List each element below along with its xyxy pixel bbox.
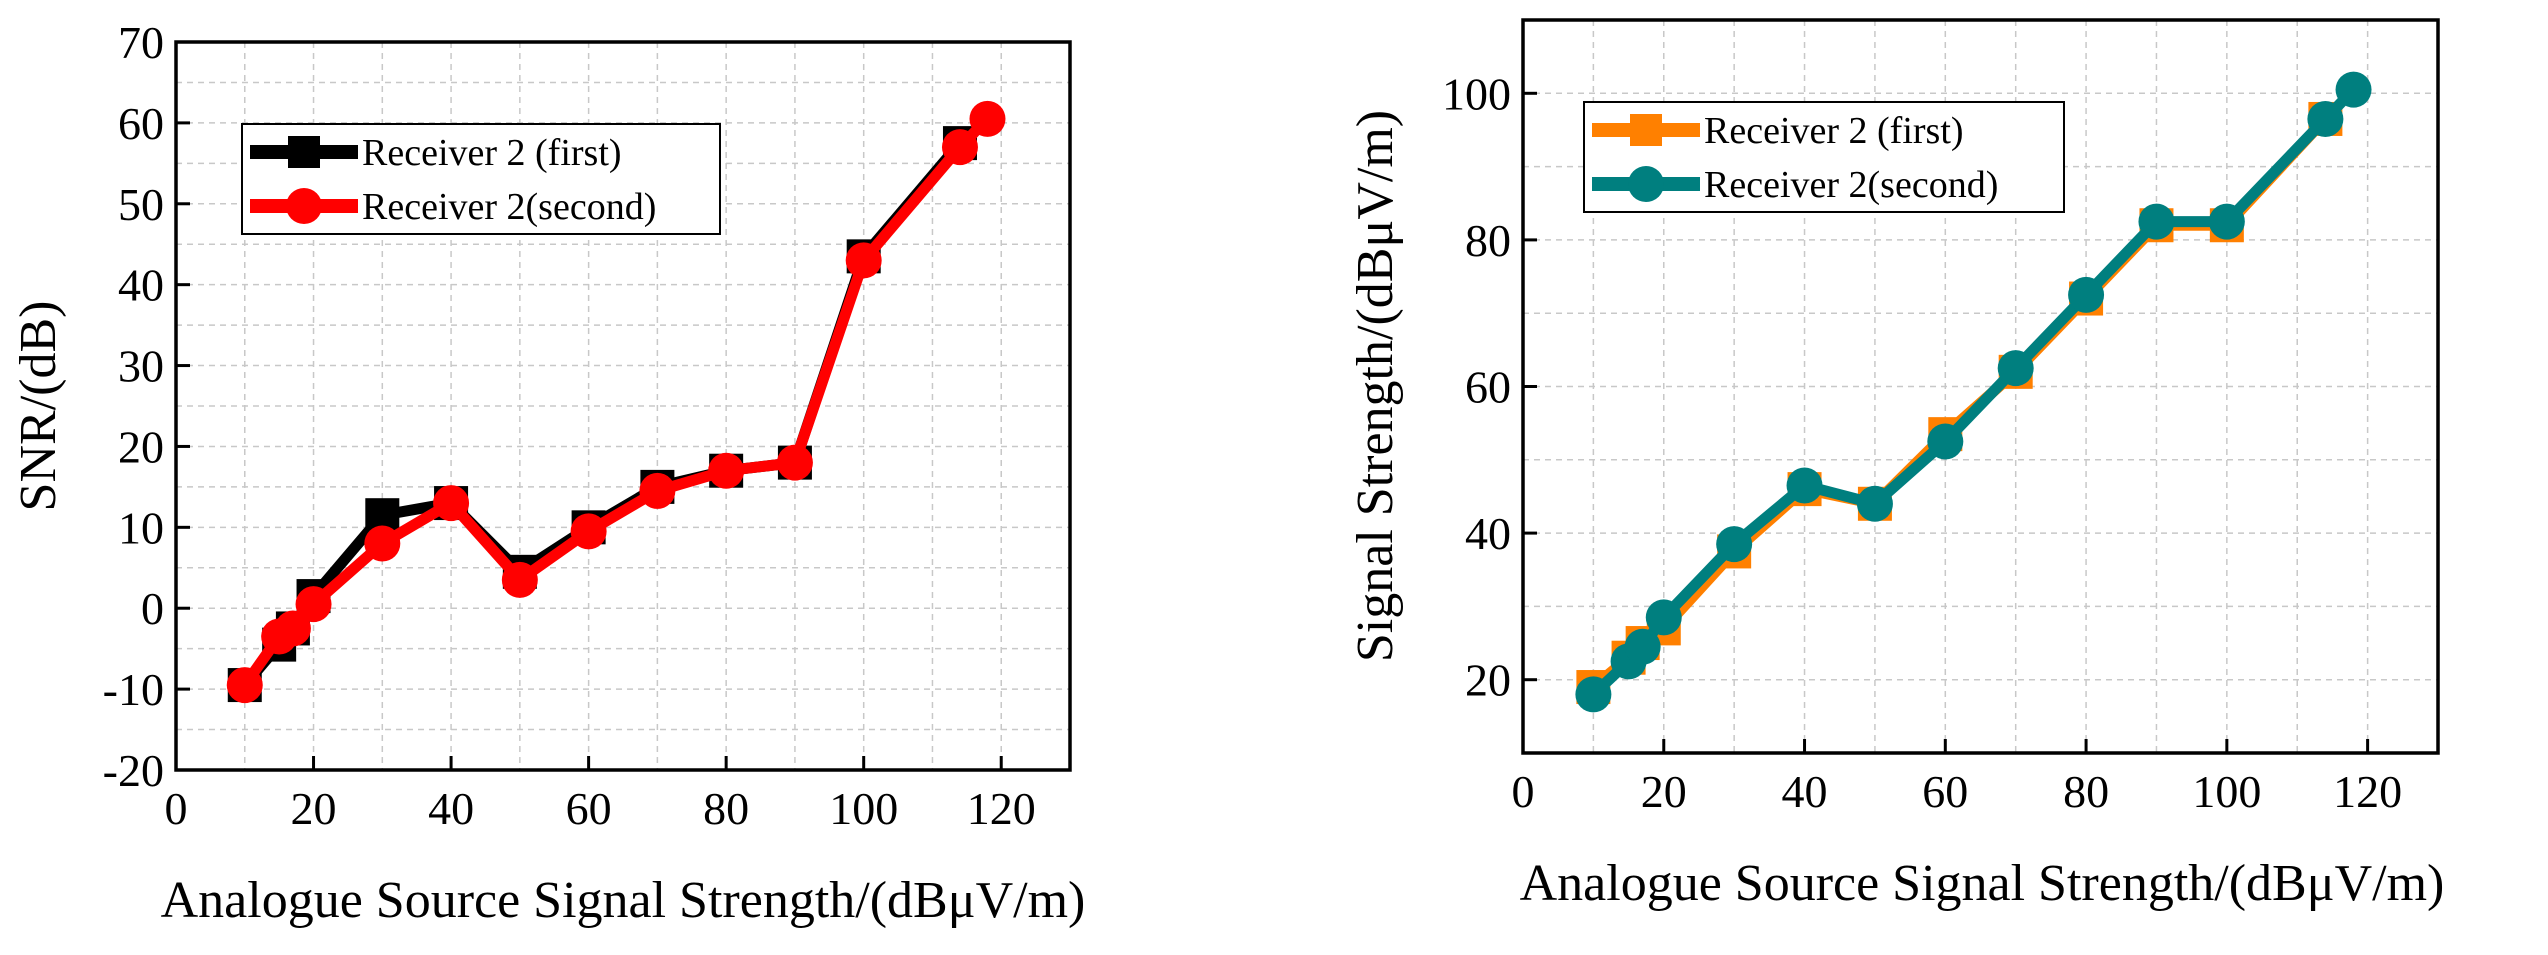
- data-point: [2068, 276, 2105, 313]
- data-point: [2307, 100, 2344, 137]
- y-tick-label: -20: [103, 745, 164, 796]
- series-2: [226, 100, 1006, 704]
- y-tick-label: 40: [118, 260, 164, 311]
- y-tick-label: 10: [118, 502, 164, 553]
- right-y-axis-label: Signal Strength/(dBμV/m): [1347, 110, 1404, 662]
- data-point: [2138, 203, 2175, 240]
- y-tick-label: 60: [1465, 362, 1511, 413]
- data-point: [969, 100, 1006, 137]
- chart-left-snr: 0 20 40 60 80 100 120 -20 -10 0 10 20 30 40 50 60 70 Anal…: [10, 17, 1085, 929]
- x-tick-label: 120: [2333, 766, 2402, 817]
- data-point: [708, 452, 745, 489]
- data-point: [1997, 350, 2034, 387]
- x-tick-label: 100: [829, 783, 898, 834]
- chart-right-signal-strength: 0 20 40 60 80 100 120 20 40 60 80 100 Analogue Sourc…: [1347, 18, 2445, 912]
- data-point: [226, 667, 263, 704]
- y-tick-label: 50: [118, 179, 164, 230]
- x-tick-label: 20: [1641, 766, 1687, 817]
- legend-box: [1583, 101, 2065, 213]
- x-tick-label: 40: [1782, 766, 1828, 817]
- legend-swatch-marker: [1630, 114, 1662, 146]
- legend-swatch-marker: [1628, 166, 1664, 202]
- right-x-axis-label: Analogue Source Signal Strength/(dBμV/m): [1520, 855, 2445, 912]
- legend-label: Receiver 2 (first): [362, 132, 622, 174]
- data-point: [776, 444, 813, 481]
- x-tick-label: 60: [566, 783, 612, 834]
- y-tick-label: 0: [141, 583, 164, 634]
- legend-box: [241, 123, 721, 235]
- legend-label: Receiver 2(second): [362, 186, 656, 228]
- data-point: [941, 129, 978, 166]
- y-tick-label: 20: [118, 421, 164, 472]
- data-point: [364, 525, 401, 562]
- left-legend: Receiver 2 (first) Receiver 2(second): [241, 123, 721, 235]
- x-tick-label: 20: [291, 783, 337, 834]
- x-tick-label: 0: [1512, 766, 1535, 817]
- y-tick-label: 60: [118, 98, 164, 149]
- data-point: [845, 242, 882, 279]
- x-tick-label: 40: [428, 783, 474, 834]
- left-plot-frame: [174, 40, 1072, 772]
- data-point: [639, 472, 676, 509]
- data-point: [1786, 467, 1823, 504]
- x-tick-label: 0: [165, 783, 188, 834]
- data-point: [2208, 203, 2245, 240]
- data-point: [274, 610, 311, 647]
- legend-swatch-marker: [286, 188, 322, 224]
- x-tick-label: 100: [2192, 766, 2261, 817]
- y-tick-label: 40: [1465, 508, 1511, 559]
- right-legend: Receiver 2 (first) Receiver 2(second): [1583, 101, 2065, 213]
- legend-swatch-marker: [288, 136, 320, 168]
- left-x-axis-label: Analogue Source Signal Strength/(dBμV/m): [161, 872, 1086, 929]
- data-point: [295, 586, 332, 623]
- series-2: [1575, 71, 2372, 713]
- y-tick-label: -10: [103, 664, 164, 715]
- data-point: [1716, 526, 1753, 563]
- data-point: [1927, 423, 1964, 460]
- legend-label: Receiver 2(second): [1704, 164, 1998, 206]
- data-point: [1575, 676, 1612, 713]
- data-point: [501, 561, 538, 598]
- y-tick-label: 80: [1465, 215, 1511, 266]
- legend-label: Receiver 2 (first): [1704, 110, 1964, 152]
- x-tick-label: 60: [1922, 766, 1968, 817]
- data-point: [570, 513, 607, 550]
- y-tick-label: 70: [118, 17, 164, 68]
- data-point: [1856, 485, 1893, 522]
- x-tick-label: 80: [2063, 766, 2109, 817]
- left-y-axis-label: SNR/(dB): [10, 301, 67, 512]
- data-point: [1645, 599, 1682, 636]
- y-tick-label: 30: [118, 341, 164, 392]
- data-point: [1624, 628, 1661, 665]
- y-tick-label: 100: [1442, 68, 1511, 119]
- data-point: [433, 485, 470, 522]
- x-tick-label: 120: [967, 783, 1036, 834]
- x-tick-label: 80: [703, 783, 749, 834]
- y-tick-label: 20: [1465, 655, 1511, 706]
- data-point: [2335, 71, 2372, 108]
